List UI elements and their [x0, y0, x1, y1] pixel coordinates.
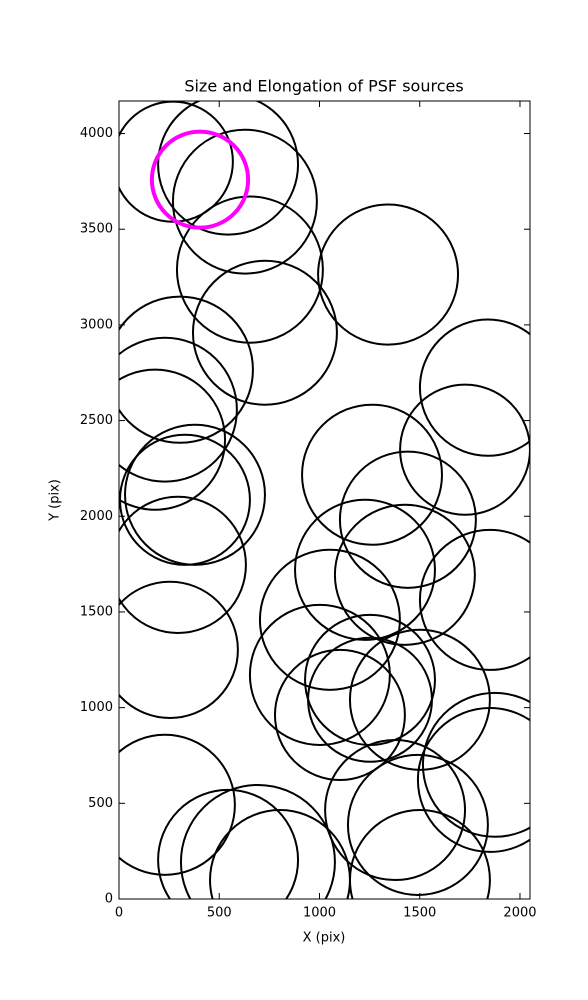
psf-source [348, 628, 491, 771]
plot-frame [118, 100, 531, 900]
psf-source [258, 548, 401, 691]
psf-source [157, 101, 300, 236]
psf-source [273, 648, 406, 781]
psf-source [171, 128, 318, 275]
chart-title: Size and Elongation of PSF sources [184, 77, 463, 96]
psf-source [317, 203, 460, 346]
y-tick-label: 2500 [80, 413, 113, 428]
x-tick-label: 1500 [403, 906, 436, 921]
psf-source [418, 318, 530, 457]
psf-source [119, 336, 238, 483]
x-axis-label: X (pix) [303, 931, 346, 946]
y-tick-label: 1000 [80, 700, 113, 715]
psf-source [119, 495, 247, 634]
plot-area [119, 101, 530, 899]
psf-source [301, 403, 443, 546]
y-tick-label: 500 [88, 796, 113, 811]
psf-source [248, 603, 391, 746]
psf-source [179, 783, 336, 899]
y-tick-label: 0 [105, 892, 113, 907]
psf-source [119, 433, 251, 566]
psf-source [418, 528, 530, 671]
psf-source [338, 450, 477, 589]
psf-source [149, 129, 251, 230]
psf-source [119, 295, 254, 444]
psf-source [399, 383, 530, 516]
psf-source [346, 753, 489, 896]
y-tick-label: 1500 [80, 604, 113, 619]
y-tick-label: 4000 [80, 126, 113, 141]
psf-source [119, 368, 227, 511]
y-tick-label: 3000 [80, 317, 113, 332]
psf-source [119, 733, 236, 876]
psf-source [324, 738, 467, 882]
psf-source [416, 707, 530, 853]
x-tick-label: 2000 [503, 906, 536, 921]
psf-source [333, 503, 476, 646]
psf-source [119, 580, 239, 719]
y-tick-label: 3500 [80, 222, 113, 237]
x-tick-label: 500 [207, 906, 232, 921]
x-tick-label: 0 [115, 906, 123, 921]
psf-source [421, 691, 530, 838]
psf-source [191, 259, 338, 406]
psf-source [348, 809, 491, 899]
y-axis-label: Y (pix) [48, 479, 63, 522]
psf-source [307, 636, 433, 763]
psf-source [175, 195, 324, 344]
psf-source [294, 498, 436, 641]
x-tick-label: 1000 [303, 906, 336, 921]
y-tick-label: 2000 [80, 509, 113, 524]
